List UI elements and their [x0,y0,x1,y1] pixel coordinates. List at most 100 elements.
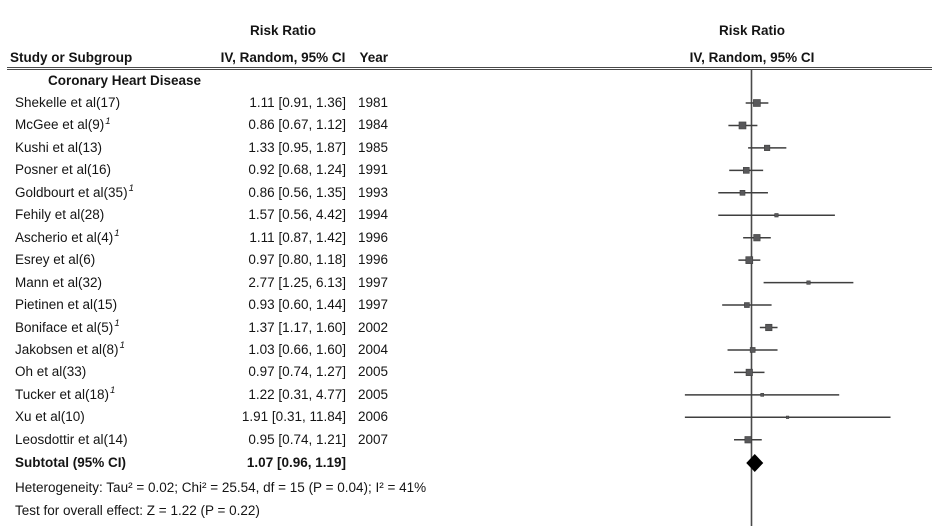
study-row: Goldbourt et al(35)1 0.86 [0.56, 1.35] 199… [0,182,470,204]
study-estimate: 0.86 [0.56, 1.35] [248,184,346,200]
study-estimate: 0.92 [0.68, 1.24] [248,162,346,178]
effect-marker [749,347,756,353]
effect-marker [745,368,753,376]
subtotal-estimate: 1.07 [0.96, 1.19] [246,455,346,470]
plot-column-header-line1: Risk Ratio [718,23,786,38]
effect-marker [774,213,779,218]
study-row: Kushi et al(13) 1.33 [0.95, 1.87] 1985 [0,137,470,159]
study-year: 1996 [357,229,388,245]
study-name: Shekelle et al(17) [15,95,121,110]
subgroup-title: Coronary Heart Disease [48,73,202,88]
study-row: Xu et al(10) 1.91 [0.31, 11.84] 2006 [0,406,470,428]
footnote-marker: 1 [110,385,116,397]
study-row: Shekelle et al(17) 1.11 [0.91, 1.36] 1981 [0,92,470,114]
study-year: 2007 [357,431,388,447]
footnote-marker: 1 [128,183,134,195]
study-year: 2002 [357,319,388,335]
year-column-header: Year [359,50,388,65]
study-row: Posner et al(16) 0.92 [0.68, 1.24] 1991 [0,159,470,181]
study-name: Pietinen et al(15) [15,297,118,313]
study-estimate: 1.37 [1.17, 1.60] [248,319,346,335]
study-year: 1994 [357,207,388,223]
effect-marker [765,323,773,332]
study-estimate: 1.33 [0.95, 1.87] [248,139,346,155]
study-estimate: 1.11 [0.91, 1.36] [249,95,346,110]
effect-column-header-line1: Risk Ratio [249,23,317,38]
study-estimate: 0.95 [0.74, 1.21] [248,431,346,447]
study-row: Boniface et al(5)1 1.37 [1.17, 1.60] 2002 [0,317,470,339]
study-estimate: 1.11 [0.87, 1.42] [249,229,346,245]
study-name: Leosdottir et al(14) [15,431,128,447]
study-name: Jakobsen et al(8)1 [15,340,125,357]
study-name: Ascherio et al(4)1 [15,228,120,245]
footnote-marker: 1 [119,340,125,352]
study-column-header: Study or Subgroup [10,50,133,65]
footnote-marker: 1 [105,115,111,127]
effect-marker [764,144,771,151]
footnote-marker: 1 [114,228,120,240]
effect-column-header-line2: IV, Random, 95% CI [220,50,346,65]
study-year: 1985 [357,139,388,155]
effect-marker [744,302,750,308]
study-name: Esrey et al(6) [15,252,96,268]
study-year: 1984 [357,117,388,133]
study-estimate: 0.86 [0.67, 1.12] [248,117,346,133]
study-year: 2005 [357,364,388,380]
study-year: 2004 [357,341,388,357]
summary-diamond [746,454,764,472]
study-estimate: 1.22 [0.31, 4.77] [248,386,346,402]
study-year: 2005 [357,386,388,402]
effect-marker [785,415,790,419]
effect-marker [760,393,765,397]
study-year: 1997 [357,297,388,313]
effect-marker [753,99,761,107]
subtotal-row: Subtotal (95% CI) 1.07 [0.96, 1.19] [0,452,470,474]
study-name: Xu et al(10) [15,409,85,425]
study-name: McGee et al(9)1 [15,115,111,133]
heterogeneity-statistics: Heterogeneity: Tau² = 0.02; Chi² = 25.54… [15,480,427,495]
study-row: Oh et al(33) 0.97 [0.74, 1.27] 2005 [0,361,470,383]
study-row: Pietinen et al(15) 0.93 [0.60, 1.44] 1997 [0,294,470,316]
study-row: McGee et al(9)1 0.86 [0.67, 1.12] 1984 [0,114,470,136]
subtotal-label: Subtotal (95% CI) [15,455,127,470]
effect-marker [742,167,750,174]
study-row: Tucker et al(18)1 1.22 [0.31, 4.77] 2005 [0,384,470,406]
study-name: Oh et al(33) [15,364,87,380]
study-name: Kushi et al(13) [15,139,103,155]
effect-marker [806,280,811,285]
study-name: Boniface et al(5)1 [15,318,120,335]
study-row: Fehily et al(28) 1.57 [0.56, 4.42] 1994 [0,204,470,226]
effect-marker [739,190,746,196]
effect-marker [738,121,747,130]
overall-effect-test: Test for overall effect: Z = 1.22 (P = 0… [15,503,260,518]
study-estimate: 0.97 [0.74, 1.27] [248,364,346,380]
study-estimate: 1.91 [0.31, 11.84] [241,409,346,425]
study-row: Jakobsen et al(8)1 1.03 [0.66, 1.60] 2004 [0,339,470,361]
study-year: 1991 [357,162,388,178]
study-year: 2006 [357,409,388,425]
study-estimate: 1.57 [0.56, 4.42] [248,207,346,223]
study-name: Tucker et al(18)1 [15,385,116,402]
study-name: Mann et al(32) [15,274,103,290]
study-estimate: 0.97 [0.80, 1.18] [248,252,346,268]
study-name: Posner et al(16) [15,162,112,178]
study-year: 1997 [357,274,388,290]
study-estimate: 0.93 [0.60, 1.44] [248,297,346,313]
study-year: 1981 [357,95,388,110]
study-row: Esrey et al(6) 0.97 [0.80, 1.18] 1996 [0,249,470,271]
plot-column-header-line2: IV, Random, 95% CI [689,50,815,65]
header-divider [7,67,932,70]
effect-marker [753,234,761,242]
effect-marker [744,436,752,444]
effect-marker [745,256,754,264]
study-year: 1993 [357,184,388,200]
study-row: Mann et al(32) 2.77 [1.25, 6.13] 1997 [0,272,470,294]
study-year: 1996 [357,252,388,268]
footnote-marker: 1 [114,318,120,329]
study-name: Fehily et al(28) [15,207,105,223]
study-estimate: 1.03 [0.66, 1.60] [248,341,346,357]
study-name: Goldbourt et al(35)1 [15,183,134,200]
study-row: Ascherio et al(4)1 1.11 [0.87, 1.42] 1996 [0,227,470,249]
